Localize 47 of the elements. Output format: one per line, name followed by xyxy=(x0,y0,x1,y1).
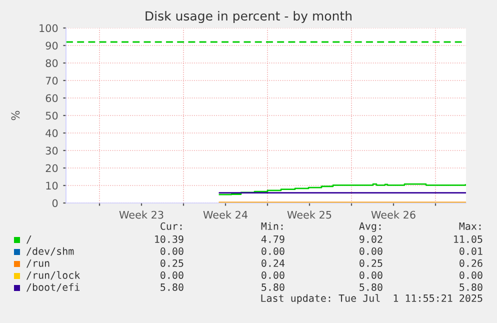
text: Last update: Tue Jul 1 11:55:21 2025 xyxy=(261,294,482,304)
text: Avg: xyxy=(359,222,381,232)
text: 5.80 xyxy=(460,283,482,291)
text: 0.25 xyxy=(160,259,184,267)
text: 0.01 xyxy=(460,247,482,255)
chart-title: Disk usage in percent - by month xyxy=(146,10,352,24)
legend-label: /boot/efi xyxy=(26,283,80,292)
y-tick-label: 100 xyxy=(40,24,58,32)
text: 0.00 xyxy=(460,271,482,279)
y-tick-label: 60 xyxy=(46,94,58,102)
text: 0.00 xyxy=(160,247,184,255)
legend-label: /dev/shm xyxy=(26,247,74,256)
y-tick-label: 80 xyxy=(46,59,58,68)
y-tick-label: 0 xyxy=(52,199,58,208)
y-tick-label: 30 xyxy=(46,146,58,155)
y-tick-label: 70 xyxy=(46,76,58,85)
text: 0.00 xyxy=(262,247,284,255)
text: 0.00 xyxy=(360,247,382,255)
text: 4.79 xyxy=(261,235,284,243)
x-tick-label: Week 26 xyxy=(371,210,416,219)
text: 5.80 xyxy=(160,283,184,291)
x-tick-label: Week 24 xyxy=(203,210,248,219)
text: Max: xyxy=(459,222,481,230)
x-tick-label: Week 23 xyxy=(119,210,164,219)
legend-label: /run/lock xyxy=(26,271,80,280)
text: 10.39 xyxy=(155,235,184,243)
text: 0.00 xyxy=(262,271,284,279)
text: 0.00 xyxy=(360,271,382,279)
text: 11.05 xyxy=(454,235,482,243)
x-tick-label: Week 25 xyxy=(287,210,332,219)
text: Cur: xyxy=(160,222,182,230)
y-tick-label: 20 xyxy=(46,164,58,172)
text: 5.80 xyxy=(360,283,382,291)
text: 0.00 xyxy=(160,271,184,279)
y-tick-label: 10 xyxy=(46,182,58,190)
text: 5.80 xyxy=(262,283,284,291)
text: 9.02 xyxy=(360,235,382,243)
y-axis-title: % xyxy=(11,110,20,120)
text: 0.25 xyxy=(360,259,382,267)
legend-label: /run xyxy=(26,259,50,268)
y-tick-label: 90 xyxy=(46,42,58,50)
y-tick-label: 40 xyxy=(46,129,58,138)
legend-label: / xyxy=(26,235,32,244)
text: 0.24 xyxy=(262,259,285,267)
text: 0.26 xyxy=(460,259,482,267)
y-tick-label: 50 xyxy=(46,112,58,120)
text: Min: xyxy=(261,222,283,230)
